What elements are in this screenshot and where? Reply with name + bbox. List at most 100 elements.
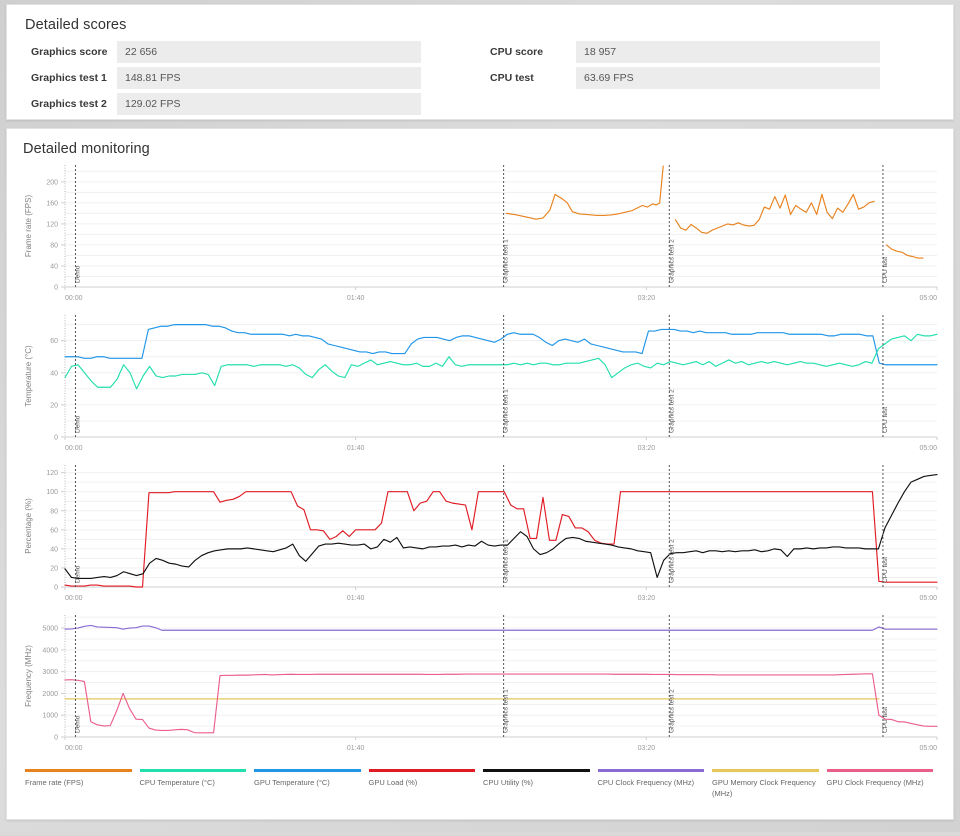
marker-label: Graphics test 1	[503, 389, 510, 433]
y-tick-label: 2000	[42, 691, 58, 698]
legend-label: Frame rate (FPS)	[25, 777, 132, 788]
legend-swatch	[369, 769, 476, 772]
cpu-score-value: 63.69 FPS	[576, 67, 880, 89]
marker-label: Graphics test 1	[503, 239, 510, 283]
trace-line	[65, 475, 937, 579]
y-tick-label: 80	[50, 242, 58, 249]
y-tick-label: 5000	[42, 626, 58, 633]
y-tick-label: 120	[46, 221, 58, 228]
y-axis-title: Percentage (%)	[24, 498, 33, 554]
legend-swatch	[25, 769, 132, 772]
marker-label: CPU test	[882, 557, 889, 583]
marker-label: CPU test	[882, 407, 889, 433]
marker-label: Graphics test 2	[668, 239, 675, 283]
y-tick-label: 0	[54, 435, 58, 442]
legend-label: CPU Temperature (°C)	[140, 777, 247, 788]
x-tick-label: 00:00	[65, 445, 83, 452]
y-tick-label: 80	[50, 508, 58, 515]
x-tick-label: 03:20	[638, 595, 656, 602]
x-tick-label: 01:40	[347, 445, 365, 452]
graphics-score-value: 22 656	[117, 41, 421, 63]
legend-item[interactable]: GPU Temperature (°C)	[254, 769, 369, 799]
y-tick-label: 0	[54, 735, 58, 742]
legend-swatch	[827, 769, 934, 772]
y-tick-label: 60	[50, 527, 58, 534]
x-tick-label: 03:20	[638, 445, 656, 452]
marker-label: Graphics test 1	[503, 689, 510, 733]
detailed-scores-title: Detailed scores	[25, 17, 939, 33]
y-axis-title: Temperature (°C)	[24, 345, 33, 407]
legend-label: GPU Clock Frequency (MHz)	[827, 777, 934, 788]
x-tick-label: 03:20	[638, 295, 656, 302]
legend-label: CPU Clock Frequency (MHz)	[598, 777, 705, 788]
y-tick-label: 120	[46, 470, 58, 477]
marker-label: CPU test	[882, 257, 889, 283]
legend-label: CPU Utility (%)	[483, 777, 590, 788]
x-tick-label: 01:40	[347, 745, 365, 752]
legend-swatch	[712, 769, 819, 772]
y-tick-label: 4000	[42, 647, 58, 654]
y-tick-label: 60	[50, 338, 58, 345]
graphics-score-value: 148.81 FPS	[117, 67, 421, 89]
x-tick-label: 01:40	[347, 295, 365, 302]
legend-swatch	[140, 769, 247, 772]
y-tick-label: 200	[46, 179, 58, 186]
legend-swatch	[483, 769, 590, 772]
y-tick-label: 100	[46, 489, 58, 496]
graphics-score-label: Graphics score	[21, 46, 117, 58]
legend-item[interactable]: CPU Utility (%)	[483, 769, 598, 799]
y-tick-label: 0	[54, 285, 58, 292]
marker-label: CPU test	[882, 707, 889, 733]
marker-label: Demo	[74, 415, 81, 433]
marker-label: Demo	[74, 265, 81, 283]
y-tick-label: 20	[50, 565, 58, 572]
x-tick-label: 05:00	[919, 295, 937, 302]
marker-label: Graphics test 1	[503, 539, 510, 583]
cpu-score-label: CPU score	[480, 46, 576, 58]
y-axis-title: Frequency (MHz)	[24, 645, 33, 707]
legend-label: GPU Temperature (°C)	[254, 777, 361, 788]
trace-line	[675, 194, 874, 233]
trace-line	[65, 334, 937, 389]
marker-label: Demo	[74, 715, 81, 733]
y-tick-label: 40	[50, 370, 58, 377]
legend-item[interactable]: CPU Temperature (°C)	[140, 769, 255, 799]
legend-item[interactable]: GPU Clock Frequency (MHz)	[827, 769, 942, 799]
legend-item[interactable]: CPU Clock Frequency (MHz)	[598, 769, 713, 799]
marker-label: Graphics test 2	[668, 539, 675, 583]
x-tick-label: 05:00	[919, 595, 937, 602]
legend-item[interactable]: Frame rate (FPS)	[25, 769, 140, 799]
y-tick-label: 1000	[42, 713, 58, 720]
detailed-monitoring-title: Detailed monitoring	[23, 141, 943, 157]
cpu-score-value: 18 957	[576, 41, 880, 63]
x-tick-label: 01:40	[347, 595, 365, 602]
y-tick-label: 40	[50, 546, 58, 553]
y-tick-label: 3000	[42, 669, 58, 676]
chart-legend: Frame rate (FPS) CPU Temperature (°C) GPU …	[25, 769, 941, 799]
y-tick-label: 20	[50, 402, 58, 409]
y-axis-title: Frame rate (FPS)	[24, 195, 33, 258]
x-tick-label: 05:00	[919, 745, 937, 752]
y-tick-label: 40	[50, 263, 58, 270]
y-tick-label: 160	[46, 200, 58, 207]
legend-label: GPU Load (%)	[369, 777, 476, 788]
x-tick-label: 05:00	[919, 445, 937, 452]
legend-item[interactable]: GPU Memory Clock Frequency (MHz)	[712, 769, 827, 799]
legend-item[interactable]: GPU Load (%)	[369, 769, 484, 799]
marker-label: Demo	[74, 565, 81, 583]
